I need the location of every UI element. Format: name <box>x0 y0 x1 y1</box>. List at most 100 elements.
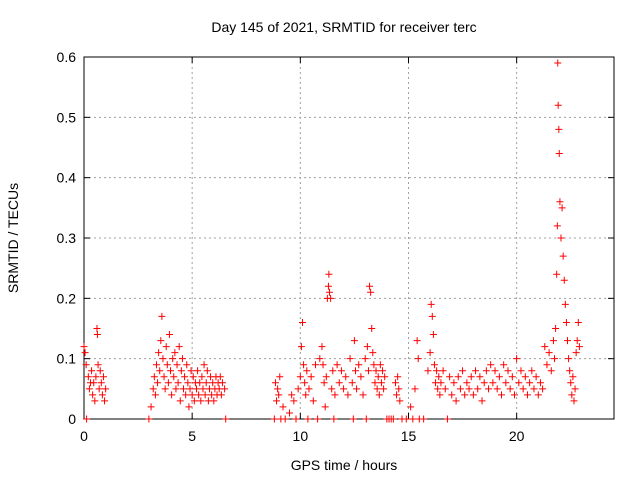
data-point <box>93 331 101 339</box>
y-axis-label: SRMTID / TECUs <box>5 183 21 293</box>
data-point <box>298 318 306 326</box>
data-point <box>186 385 194 393</box>
data-point <box>170 373 178 381</box>
data-point <box>286 409 294 417</box>
data-point <box>301 379 309 387</box>
data-point <box>506 385 514 393</box>
data-point <box>307 373 315 381</box>
data-point <box>296 373 304 381</box>
data-point <box>181 373 189 381</box>
data-point <box>216 373 224 381</box>
data-point <box>271 379 279 387</box>
data-point <box>151 391 159 399</box>
data-point <box>463 379 471 387</box>
data-point <box>443 415 451 423</box>
data-point <box>180 385 188 393</box>
data-point <box>435 373 443 381</box>
data-point <box>320 379 328 387</box>
x-tick-label: 20 <box>509 428 525 444</box>
data-point <box>568 391 576 399</box>
data-point <box>361 355 369 363</box>
x-tick-label: 5 <box>188 428 196 444</box>
data-point <box>335 379 343 387</box>
data-point <box>319 361 327 369</box>
data-point <box>513 355 521 363</box>
data-point <box>94 361 102 369</box>
data-point <box>318 343 326 351</box>
x-tick-label: 15 <box>401 428 417 444</box>
data-point <box>367 288 375 296</box>
data-point <box>177 367 185 375</box>
data-point <box>91 397 99 405</box>
data-point <box>536 379 544 387</box>
data-point <box>333 361 341 369</box>
data-point <box>446 373 454 381</box>
data-point <box>502 379 510 387</box>
data-point <box>526 379 534 387</box>
data-point <box>158 312 166 320</box>
data-point <box>436 391 444 399</box>
data-point <box>330 415 338 423</box>
data-point <box>314 415 322 423</box>
data-point <box>474 385 482 393</box>
data-point <box>156 367 164 375</box>
x-tick-label: 10 <box>293 428 309 444</box>
data-point <box>359 391 367 399</box>
data-point <box>273 397 281 405</box>
data-point <box>370 361 378 369</box>
data-point <box>294 385 302 393</box>
data-point <box>569 373 577 381</box>
data-point <box>81 349 89 357</box>
data-point <box>175 343 183 351</box>
data-point <box>203 367 211 375</box>
data-point <box>96 367 104 375</box>
y-tick-label: 0.1 <box>57 351 77 367</box>
data-point <box>551 355 559 363</box>
data-point <box>196 379 204 387</box>
data-point <box>478 397 486 405</box>
data-point <box>570 397 578 405</box>
chart-title: Day 145 of 2021, SRMTID for receiver ter… <box>211 19 476 35</box>
data-point <box>327 294 335 302</box>
data-point <box>210 397 218 405</box>
data-point <box>340 385 348 393</box>
plot-frame <box>83 56 615 420</box>
grid-lines <box>84 57 614 419</box>
data-point <box>555 125 563 133</box>
data-point <box>328 385 336 393</box>
data-point <box>559 252 567 260</box>
data-point <box>467 373 475 381</box>
y-tick-label: 0.4 <box>57 170 77 186</box>
data-point <box>472 367 480 375</box>
data-point <box>346 355 354 363</box>
data-point <box>275 391 283 399</box>
data-point <box>508 373 516 381</box>
data-point <box>297 343 305 351</box>
data-point <box>190 397 198 405</box>
data-point <box>322 373 330 381</box>
data-point <box>195 391 203 399</box>
data-point <box>392 379 400 387</box>
data-point <box>217 391 225 399</box>
data-point <box>201 391 209 399</box>
data-point <box>573 337 581 345</box>
data-point <box>379 367 387 375</box>
data-point <box>567 379 575 387</box>
data-point <box>469 391 477 399</box>
data-point <box>543 361 551 369</box>
data-point <box>563 337 571 345</box>
data-point <box>199 385 207 393</box>
data-point <box>311 361 319 369</box>
data-point <box>427 300 435 308</box>
data-point <box>554 59 562 67</box>
data-point <box>376 361 384 369</box>
data-point <box>459 367 467 375</box>
data-point <box>498 391 506 399</box>
data-point <box>167 367 175 375</box>
data-point <box>154 379 162 387</box>
data-point <box>161 385 169 393</box>
data-point <box>428 312 436 320</box>
data-point <box>552 325 560 332</box>
data-point <box>489 379 497 387</box>
data-point <box>510 391 518 399</box>
